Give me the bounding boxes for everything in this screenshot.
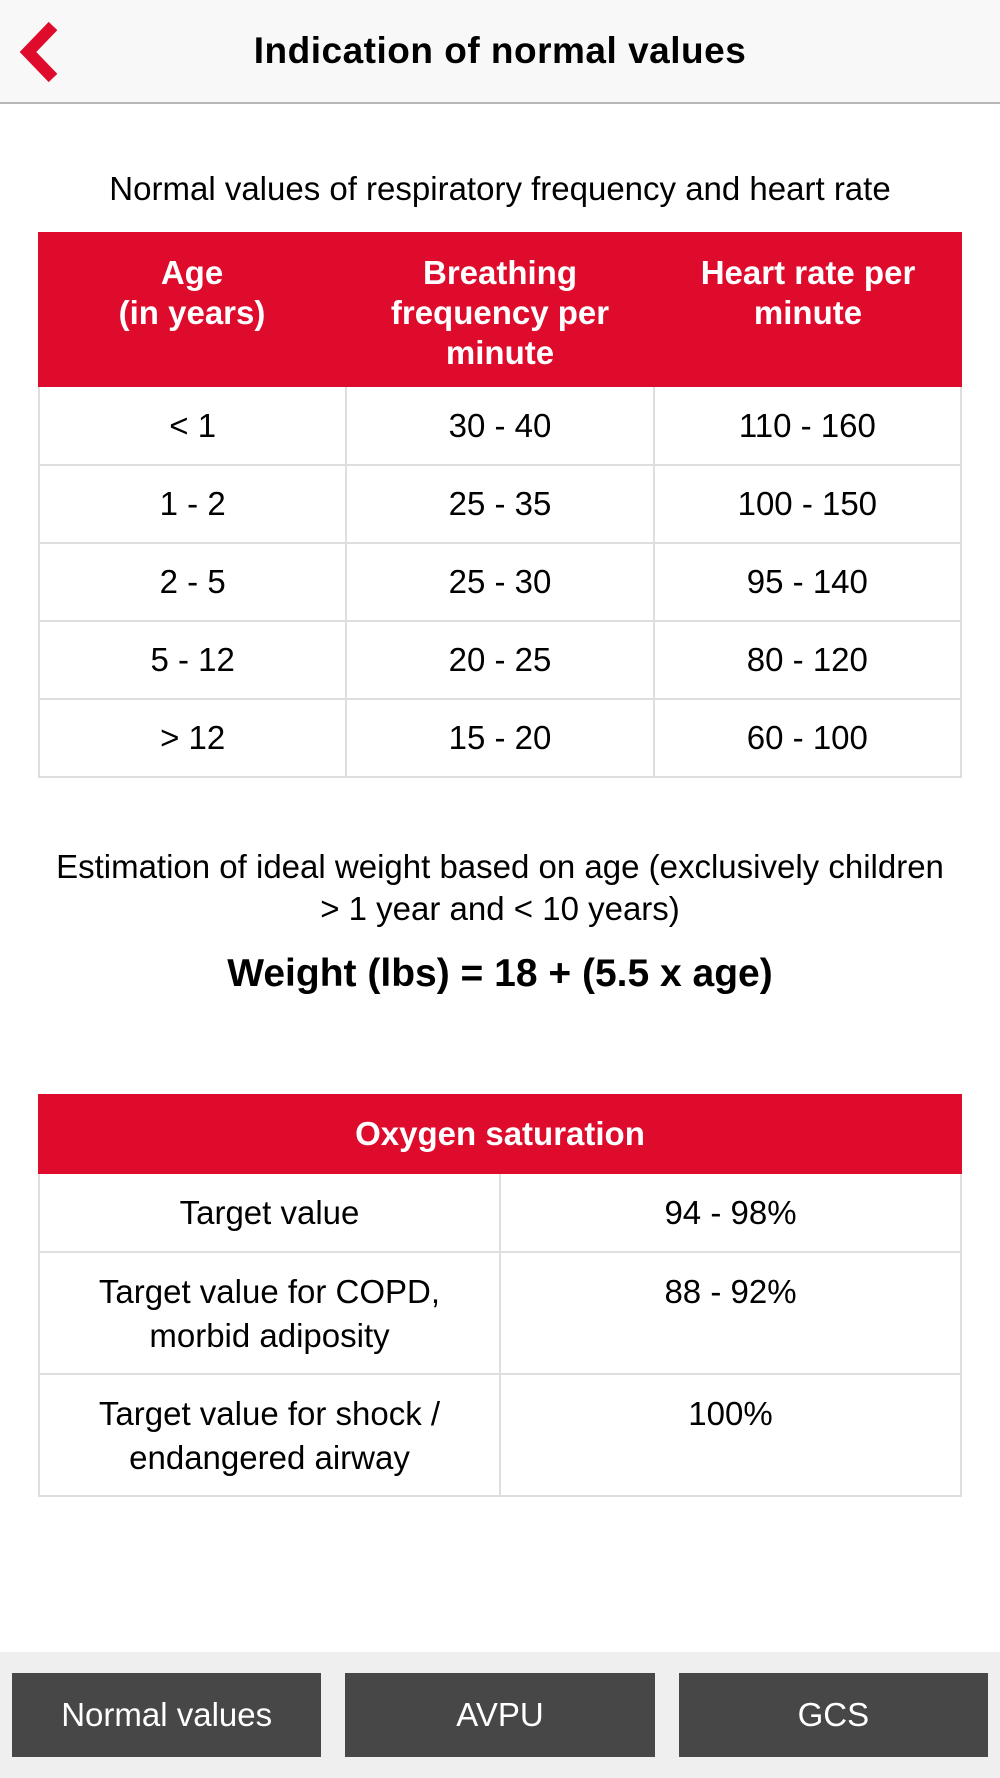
avpu-button[interactable]: AVPU	[345, 1673, 655, 1757]
page-title: Indication of normal values	[253, 30, 747, 71]
navigation-bar: Indication of normal values	[0, 0, 1000, 104]
table-row: 2 - 5 25 - 30 95 - 140	[37, 542, 963, 622]
oxygen-value-cell: 94 - 98%	[499, 1174, 962, 1253]
content-area: Normal values of respiratory frequency a…	[0, 168, 1000, 1497]
vitals-col-breathing: Breathing frequency per minute	[390, 254, 610, 371]
back-button[interactable]	[10, 16, 70, 88]
breathing-cell: 30 - 40	[345, 387, 655, 466]
heart-rate-cell: 95 - 140	[652, 542, 963, 622]
breathing-cell: 25 - 35	[345, 464, 655, 544]
vitals-col-age: Age (in years)	[118, 254, 266, 331]
age-cell: < 1	[37, 387, 348, 466]
heart-rate-cell: 80 - 120	[652, 620, 963, 700]
weight-estimation-description: Estimation of ideal weight based on age …	[56, 848, 944, 927]
vitals-table-body: < 1 30 - 40 110 - 160 1 - 2 25 - 35 100 …	[37, 387, 963, 778]
oxygen-table-body: Target value 94 - 98% Target value for C…	[38, 1174, 962, 1497]
age-cell: 5 - 12	[37, 620, 348, 700]
table-row: 1 - 2 25 - 35 100 - 150	[37, 464, 963, 544]
vitals-table-header: Age (in years) Breathing frequency per m…	[38, 232, 962, 387]
table-row: < 1 30 - 40 110 - 160	[37, 387, 963, 466]
weight-formula: Weight (lbs) = 18 + (5.5 x age)	[227, 952, 773, 995]
oxygen-value-cell: 100%	[499, 1373, 962, 1497]
heart-rate-cell: 60 - 100	[652, 698, 963, 778]
gcs-button[interactable]: GCS	[678, 1673, 988, 1757]
breathing-cell: 15 - 20	[345, 698, 655, 778]
table-row: Target value for COPD, morbid adiposity …	[38, 1251, 962, 1375]
table-row: > 12 15 - 20 60 - 100	[37, 698, 963, 778]
bottom-nav-bar: Normal values AVPU GCS	[0, 1652, 1000, 1778]
age-cell: 1 - 2	[37, 464, 348, 544]
oxygen-label-cell: Target value for COPD, morbid adiposity	[38, 1251, 501, 1375]
breathing-cell: 25 - 30	[345, 542, 655, 622]
oxygen-value-cell: 88 - 92%	[499, 1251, 962, 1375]
vitals-col-heart-rate: Heart rate per minute	[700, 254, 916, 331]
breathing-cell: 20 - 25	[345, 620, 655, 700]
table-row: 5 - 12 20 - 25 80 - 120	[37, 620, 963, 700]
heart-rate-cell: 110 - 160	[652, 387, 963, 466]
table-row: Target value for shock / endangered airw…	[38, 1373, 962, 1497]
normal-values-button[interactable]: Normal values	[12, 1673, 322, 1757]
table-row: Target value 94 - 98%	[38, 1174, 962, 1253]
vitals-table-caption: Normal values of respiratory frequency a…	[109, 170, 891, 207]
oxygen-label-cell: Target value for shock / endangered airw…	[38, 1373, 501, 1497]
chevron-left-icon	[19, 21, 58, 83]
heart-rate-cell: 100 - 150	[652, 464, 963, 544]
oxygen-table-header: Oxygen saturation	[38, 1094, 962, 1174]
oxygen-saturation-table: Oxygen saturation Target value 94 - 98% …	[38, 1094, 962, 1497]
vitals-table: Age (in years) Breathing frequency per m…	[37, 232, 963, 778]
oxygen-label-cell: Target value	[38, 1174, 501, 1253]
age-cell: 2 - 5	[37, 542, 348, 622]
age-cell: > 12	[37, 698, 348, 778]
